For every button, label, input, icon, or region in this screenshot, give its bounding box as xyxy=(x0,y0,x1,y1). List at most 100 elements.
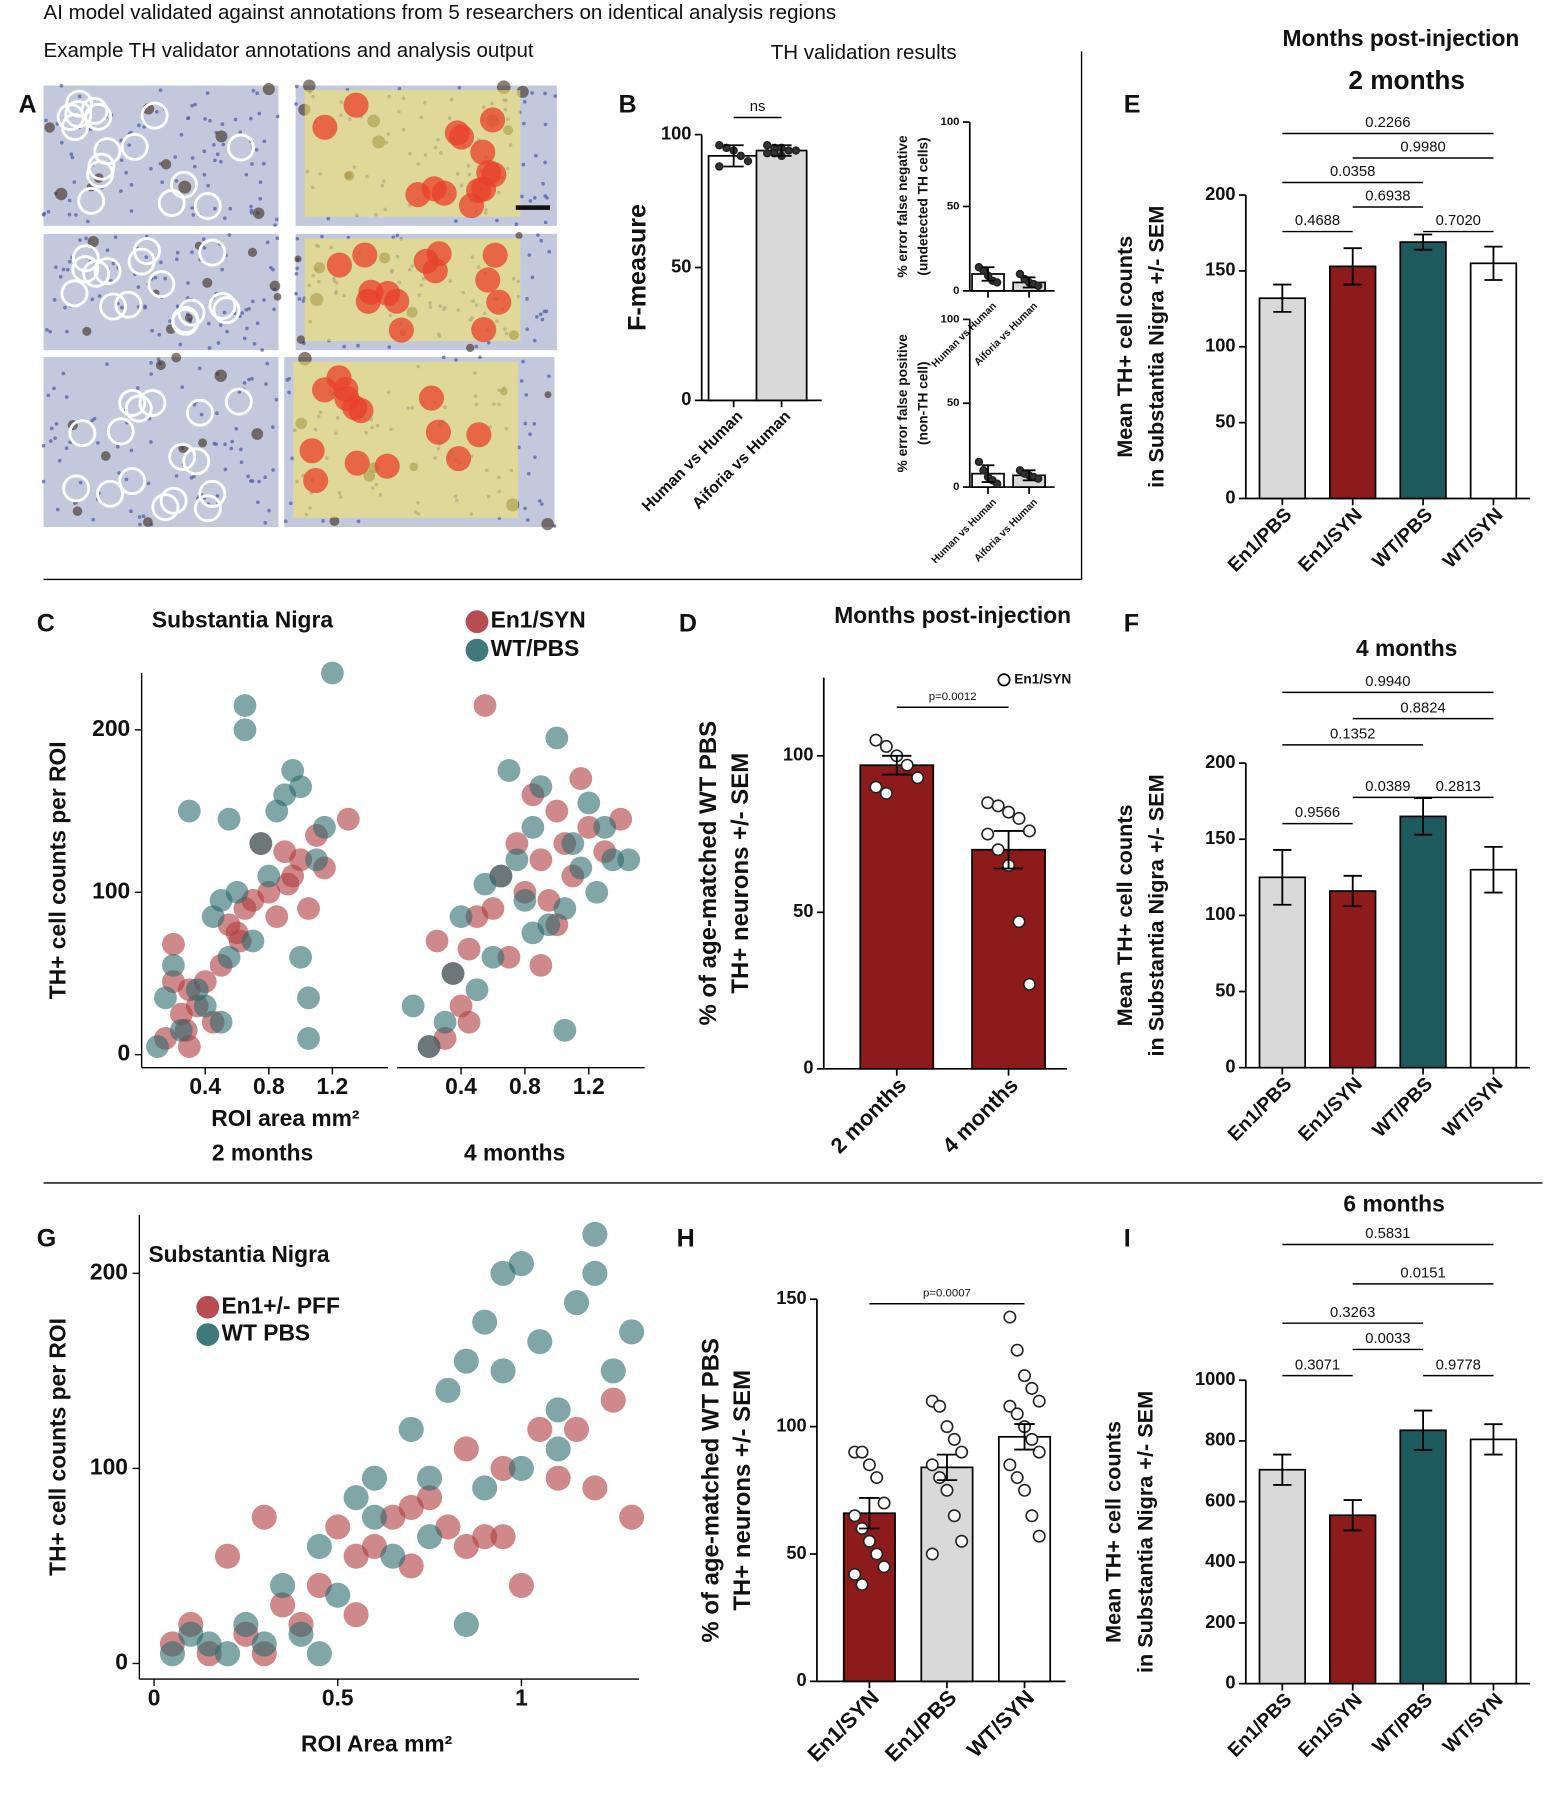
y-axis-label: TH+ neurons +/- SEM xyxy=(727,753,754,994)
x-tick-label: 1.2 xyxy=(573,1073,605,1099)
y-tick-label: 100 xyxy=(940,313,959,325)
bar xyxy=(1399,1429,1447,1685)
nucleus xyxy=(474,344,479,349)
legend-marker xyxy=(997,673,1011,687)
nucleus xyxy=(115,444,120,449)
scatter-point xyxy=(472,1524,498,1550)
scatter-point xyxy=(398,1416,424,1442)
scatter-point xyxy=(545,1465,571,1491)
y-tick-label: 200 xyxy=(92,715,130,741)
data-point xyxy=(855,1578,869,1592)
bar xyxy=(707,155,760,402)
nucleus xyxy=(124,170,128,175)
comparison-label: 0.9980 xyxy=(1400,140,1445,156)
nucleus xyxy=(59,140,64,145)
nucleus xyxy=(245,326,249,331)
nucleus xyxy=(111,261,116,266)
scatter-point xyxy=(481,897,505,920)
nucleus xyxy=(514,222,519,227)
nucleus xyxy=(543,91,547,96)
y-tick-label: 150 xyxy=(1205,827,1235,848)
annotation xyxy=(80,96,109,125)
nucleus xyxy=(213,206,217,211)
nucleus xyxy=(97,294,102,298)
nucleus xyxy=(220,267,225,272)
scatter-point xyxy=(457,1010,481,1034)
scatter-point xyxy=(527,1416,553,1442)
y-tick-label: 50 xyxy=(1215,410,1235,431)
nucleus xyxy=(287,390,291,395)
nucleus xyxy=(138,522,142,527)
comparison-label: 0.2813 xyxy=(1436,779,1481,795)
comparison-label: 0.0389 xyxy=(1365,779,1410,795)
nucleus xyxy=(248,116,253,121)
data-point xyxy=(1010,1471,1024,1485)
nucleus xyxy=(92,416,97,421)
annotation xyxy=(169,170,198,199)
panel-subtitle: 2 months xyxy=(212,1139,313,1165)
data-point xyxy=(1022,977,1036,991)
nucleus xyxy=(180,385,185,389)
nucleus xyxy=(223,467,228,472)
y-tick-label: 0 xyxy=(1225,1671,1235,1692)
nucleus xyxy=(457,85,462,90)
nucleus xyxy=(285,378,290,382)
nucleus xyxy=(249,211,254,215)
x-tick-label: En1/SYN xyxy=(1294,1689,1367,1762)
nucleus xyxy=(129,209,134,213)
scatter-point xyxy=(508,1572,534,1599)
nucleus xyxy=(84,236,88,241)
y-tick-label: 0 xyxy=(1225,486,1235,507)
data-point xyxy=(974,457,984,467)
x-tick-label: 0.4 xyxy=(189,1073,221,1099)
scatter-point xyxy=(162,953,185,977)
nucleus xyxy=(454,219,458,223)
nucleus xyxy=(237,390,242,394)
annotation xyxy=(118,467,147,496)
stain xyxy=(100,451,111,461)
y-tick-label: 100 xyxy=(1205,903,1235,924)
data-point xyxy=(1012,811,1026,825)
bar xyxy=(1329,1514,1377,1685)
scatter-point xyxy=(297,897,320,920)
scatter-point xyxy=(178,1621,204,1647)
scatter-point xyxy=(233,694,257,717)
nucleus xyxy=(64,395,69,399)
detected-cell xyxy=(471,317,497,343)
y-axis-label: in Substantia Nigra +/- SEM xyxy=(1132,1391,1157,1673)
data-point xyxy=(1022,824,1036,838)
stain xyxy=(515,231,523,240)
scatter-point xyxy=(297,986,320,1010)
scatter-point xyxy=(241,929,265,953)
nucleus xyxy=(96,441,100,445)
scatter-point xyxy=(257,880,281,904)
x-tick-label: En1/PBS xyxy=(1224,1689,1297,1762)
data-point xyxy=(715,162,724,171)
nucleus xyxy=(524,393,529,397)
nucleus xyxy=(290,456,294,461)
nucleus xyxy=(240,311,245,315)
nucleus xyxy=(193,102,197,107)
nucleus xyxy=(275,236,280,241)
y-axis-label: % error false positive xyxy=(895,334,910,473)
scatter-point xyxy=(343,1602,369,1628)
data-point xyxy=(925,1547,939,1561)
nucleus xyxy=(199,412,204,417)
y-tick-label: 0 xyxy=(115,1649,128,1675)
chart-title: 6 months xyxy=(1343,1191,1444,1217)
scatter-point xyxy=(489,864,513,888)
nucleus xyxy=(263,475,267,480)
y-tick-label: 50 xyxy=(1215,979,1235,1000)
data-point xyxy=(869,780,883,794)
data-point xyxy=(1032,1394,1046,1408)
scatter-point xyxy=(313,815,336,839)
nucleus xyxy=(543,160,547,165)
nucleus xyxy=(205,91,210,95)
chart-title: Months post-injection xyxy=(834,602,1071,628)
nucleus xyxy=(179,132,184,137)
nucleus xyxy=(537,499,542,503)
annotation xyxy=(133,237,161,266)
nucleus xyxy=(49,426,54,431)
chart-supertitle: Months post-injection xyxy=(1283,25,1520,51)
scatter-point xyxy=(251,1631,277,1657)
